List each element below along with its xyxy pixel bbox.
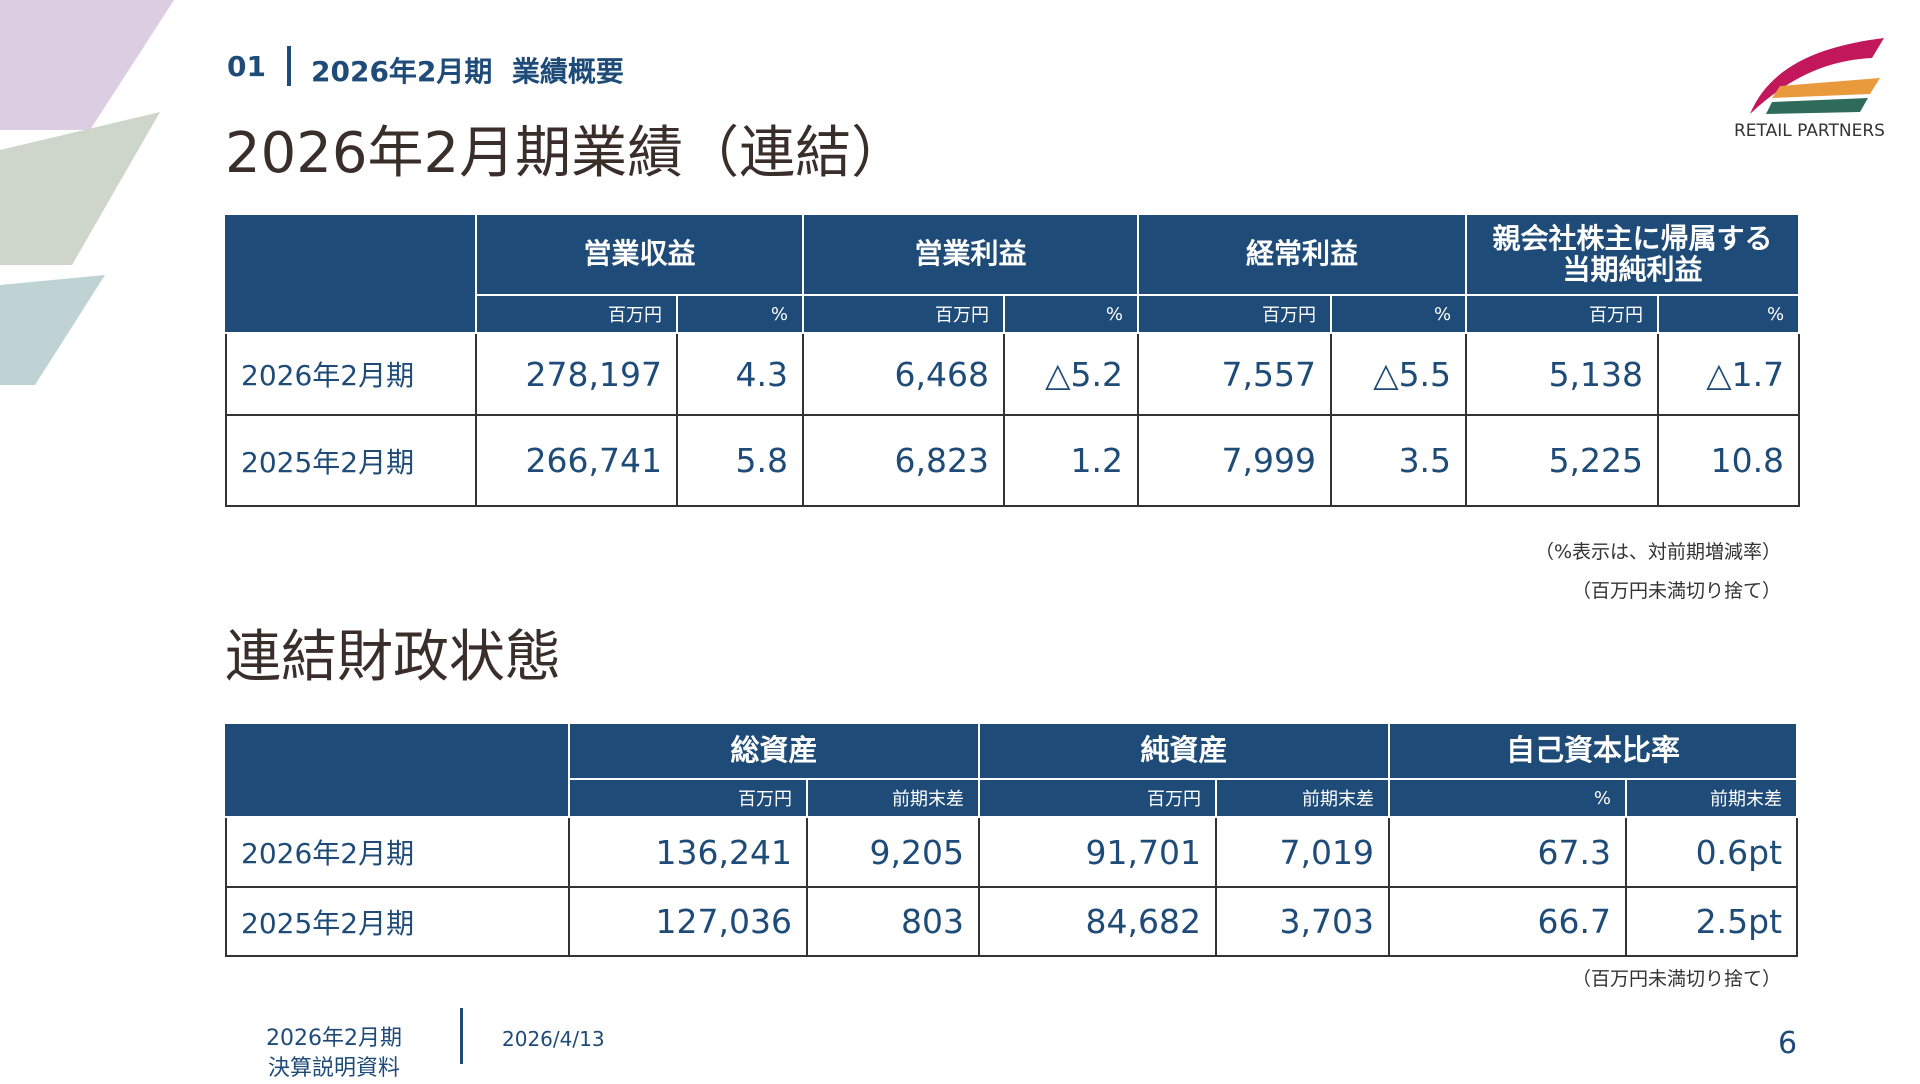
note: （百万円未満切り捨て） — [1571, 580, 1781, 602]
data-table: 総資産 純資産 自己資本比率 百万円 前期末差 百万円 前期末差% 前期末差 2026年2月期 1… — [225, 722, 1799, 957]
unit-row: 百万円 前期末差 百万円 前期末差% 前期末差 — [226, 778, 1799, 818]
unit-header: 百万円 — [978, 778, 1218, 818]
cell-value: 803 — [805, 886, 981, 957]
cell-value: 7,019 — [1215, 816, 1391, 888]
column-header: 経常利益 — [1137, 213, 1468, 296]
column-header: 親会社株主に帰属する 当期純利益 — [1465, 213, 1801, 296]
cell-value: △1.7 — [1657, 332, 1801, 416]
divider — [460, 1008, 463, 1064]
cell-value: 5,138 — [1465, 332, 1660, 416]
cell-value: 278,197 — [475, 332, 678, 416]
unit-header: % — [675, 294, 805, 334]
column-header: 営業利益 — [802, 213, 1140, 296]
column-header: 自己資本比率 — [1388, 722, 1799, 780]
cell-value: 4.3 — [675, 332, 805, 416]
unit-header: % — [1330, 294, 1468, 334]
unit-header: % — [1657, 294, 1801, 334]
unit-header: 百万円 — [475, 294, 678, 334]
unit-header: 百万円 — [802, 294, 1006, 334]
cell-value: 6,823 — [802, 414, 1006, 507]
row-label: 2026年2月期 — [225, 816, 570, 888]
data-row: 2025年2月期 127,036 803 84,682 3,703 66.7 2.5pt — [225, 886, 1799, 957]
cell-value: △5.2 — [1003, 332, 1140, 416]
cell-value: 7,999 — [1137, 414, 1333, 507]
cell-value: 9,205 — [805, 816, 981, 888]
cell-value: 10.8 — [1657, 414, 1801, 507]
data-table: 営業収益 営業利益 経常利益 親会社株主に帰属する 当期純利益 百万円% 百万円% 百万円%… — [225, 213, 1801, 507]
title: 2026年2月期業績（連結） — [225, 121, 908, 186]
section-title: 2026年2月期 業績概要 — [311, 55, 624, 88]
cell-value: 66.7 — [1388, 886, 1628, 957]
unit-header: 百万円 — [1137, 294, 1333, 334]
cell-value: 3.5 — [1330, 414, 1468, 507]
unit-header: 百万円 — [568, 778, 808, 818]
section-heading: 連結財政状態 — [225, 625, 561, 690]
unit-row: 百万円% 百万円% 百万円% 百万円% — [226, 294, 1801, 334]
header-row: 営業収益 営業利益 経常利益 親会社株主に帰属する 当期純利益 — [225, 213, 1801, 334]
row-label: 2026年2月期 — [225, 332, 477, 416]
data-row: 2025年2月期 266,741 5.8 6,823 1.2 7,999 3.5 5,225 1… — [225, 414, 1801, 507]
divider — [287, 46, 291, 86]
unit-header: 前期末差 — [805, 778, 981, 818]
cell-value: 5,225 — [1465, 414, 1660, 507]
unit-header: 前期末差 — [1625, 778, 1799, 818]
footer-doc: 2026年2月期 決算説明資料 — [266, 1024, 402, 1084]
note: （百万円未満切り捨て） — [1571, 968, 1781, 990]
cell-value: 6,468 — [802, 332, 1006, 416]
footer-date: 2026/4/13 — [502, 1027, 605, 1051]
unit-header: % — [1003, 294, 1140, 334]
cell-value: 1.2 — [1003, 414, 1140, 507]
note: （%表示は、対前期増減率） — [1534, 541, 1781, 563]
cell-value: 127,036 — [568, 886, 808, 957]
header-row: 総資産 純資産 自己資本比率 — [225, 722, 1799, 818]
column-header: 総資産 — [567, 722, 981, 780]
unit-header: % — [1388, 778, 1628, 818]
cell-value: 266,741 — [475, 414, 678, 507]
column-header: 営業収益 — [474, 213, 805, 296]
unit-header: 前期末差 — [1215, 778, 1391, 818]
page-number: 6 — [1778, 1026, 1798, 1061]
column-header: 純資産 — [978, 722, 1391, 780]
data-row: 2026年2月期 278,197 4.3 6,468 △5.2 7,557 △5.5 5,13… — [225, 332, 1801, 416]
cell-value: 84,682 — [978, 886, 1218, 957]
data-row: 2026年2月期 136,241 9,205 91,701 7,019 67.3 0.6pt — [225, 816, 1799, 888]
row-label: 2025年2月期 — [225, 414, 477, 507]
footer-line: 決算説明資料 — [267, 1056, 400, 1081]
cell-value: 3,703 — [1215, 886, 1391, 957]
logo-mark — [1750, 38, 1884, 114]
decoration — [0, 0, 174, 385]
section-number: 01 — [227, 50, 266, 83]
logo-text: RETAIL PARTNERS — [1734, 121, 1885, 141]
unit-header: 百万円 — [1465, 294, 1660, 334]
cell-value: 91,701 — [978, 816, 1218, 888]
cell-value: 2.5pt — [1625, 886, 1799, 957]
cell-value: 5.8 — [675, 414, 805, 507]
cell-value: 136,241 — [568, 816, 808, 888]
row-label: 2025年2月期 — [225, 886, 570, 957]
corner — [225, 213, 477, 334]
cell-value: 7,557 — [1137, 332, 1333, 416]
footer-line: 2026年2月期 — [266, 1026, 402, 1051]
cell-value: 0.6pt — [1625, 816, 1799, 888]
cell-value: 67.3 — [1388, 816, 1628, 888]
cell-value: △5.5 — [1330, 332, 1468, 416]
corner — [225, 722, 570, 818]
